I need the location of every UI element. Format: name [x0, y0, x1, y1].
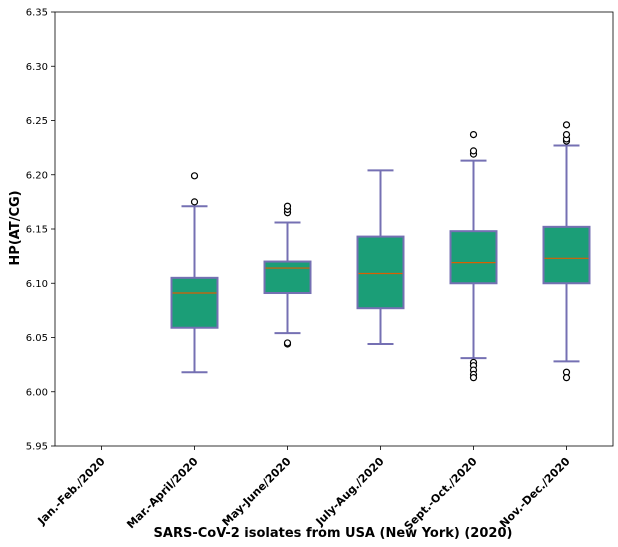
box-3 [263, 202, 312, 348]
outlier-point [469, 147, 478, 155]
box-iqr [449, 230, 498, 285]
box-iqr [356, 235, 405, 310]
y-tick-label: 6.30 [26, 62, 48, 73]
x-tick-label: Nov.-Dec./2020 [497, 455, 573, 531]
outlier-point [562, 131, 571, 139]
box-series [170, 121, 591, 382]
outlier-point [562, 121, 571, 129]
x-tick-label: Sept.-Oct./2020 [402, 455, 480, 533]
x-axis-ticks: Jan.-Feb./2020 Mar.-April/2020 May-June/20… [35, 446, 573, 533]
x-axis-title: SARS-CoV-2 isolates from USA (New York) … [154, 526, 513, 541]
outlier-point [469, 374, 478, 382]
outlier-point [190, 198, 199, 206]
y-tick-label: 5.95 [26, 442, 48, 453]
outlier-point [283, 202, 292, 210]
plot-background [55, 12, 613, 446]
x-tick-label: July-Aug./2020 [313, 455, 387, 529]
box-2 [170, 172, 219, 374]
y-tick-label: 6.35 [26, 8, 48, 19]
x-tick-label: Jan.-Feb./2020 [35, 455, 108, 528]
x-tick-label: May-June/2020 [220, 455, 294, 529]
y-tick-label: 6.20 [26, 170, 48, 181]
y-axis-ticks: 5.95 6.00 6.05 6.10 6.15 6.20 6.25 6.30 6.35 [26, 8, 55, 453]
outlier-point [562, 374, 571, 382]
axes-frame [54, 11, 614, 447]
outlier-point [283, 339, 292, 347]
outlier-point [190, 172, 199, 180]
y-tick-label: 6.05 [26, 333, 48, 344]
outlier-point [469, 131, 478, 139]
plot-frame [54, 11, 614, 447]
box-6 [542, 121, 591, 382]
plot-area [55, 12, 613, 446]
box-4 [356, 169, 405, 346]
box-5 [449, 131, 498, 382]
y-tick-label: 6.00 [26, 387, 48, 398]
box-iqr [170, 276, 219, 329]
y-tick-label: 6.15 [26, 225, 48, 236]
y-tick-label: 6.25 [26, 116, 48, 127]
box-iqr [542, 225, 591, 285]
y-axis-title: HP(AT/CG) [8, 190, 23, 265]
x-tick-label: Mar.-April/2020 [124, 455, 201, 532]
box-iqr [263, 260, 312, 295]
y-tick-label: 6.10 [26, 279, 48, 290]
